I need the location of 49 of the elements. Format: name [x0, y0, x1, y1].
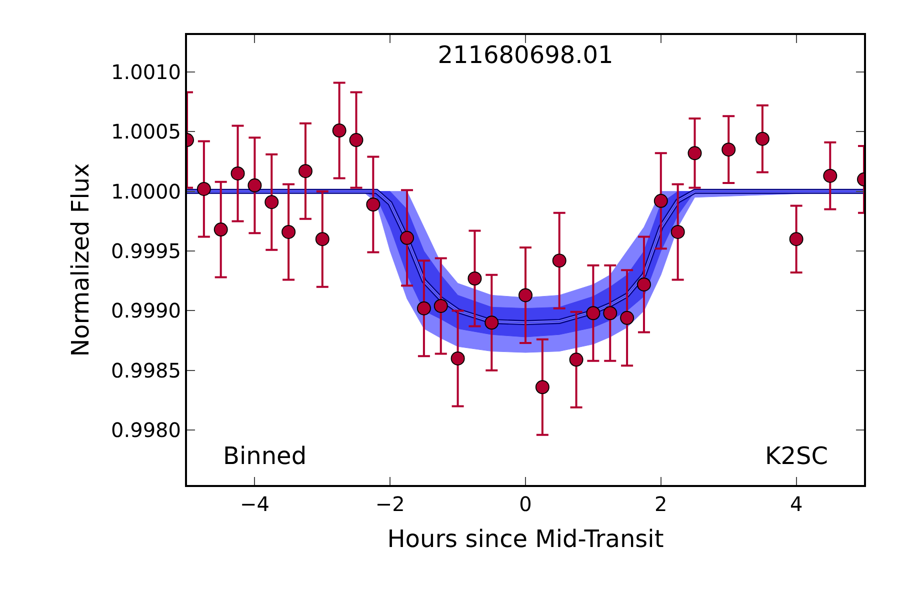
- point: [586, 306, 600, 320]
- point: [400, 230, 414, 245]
- y-axis-title: Normalized Flux: [66, 163, 95, 357]
- point: [298, 164, 312, 178]
- point: [670, 224, 685, 239]
- point: [722, 142, 736, 157]
- y-tick-label: 1.0005: [111, 120, 181, 144]
- point: [636, 277, 651, 292]
- point: [755, 132, 770, 146]
- y-tick-label: 0.9990: [111, 298, 181, 323]
- point: [789, 232, 804, 246]
- point: [518, 288, 532, 302]
- point: [332, 123, 346, 138]
- x-tick-label: −2: [375, 492, 405, 516]
- point: [552, 254, 566, 268]
- point: [282, 224, 296, 239]
- point: [434, 298, 448, 313]
- point: [688, 146, 702, 160]
- x-tick-label: 2: [654, 492, 668, 516]
- y-tick-label: 1.0010: [111, 60, 181, 84]
- point: [569, 352, 584, 367]
- point: [214, 222, 228, 237]
- point: [654, 194, 668, 208]
- point: [823, 168, 838, 183]
- point: [264, 195, 279, 210]
- point: [366, 198, 380, 212]
- point: [603, 306, 618, 320]
- x-tick-label: 0: [519, 492, 532, 516]
- chart-title: 211680698.01: [438, 41, 614, 70]
- point: [349, 133, 364, 148]
- point: [535, 380, 550, 394]
- point: [248, 178, 262, 192]
- point: [484, 316, 499, 330]
- x-tick-label: 4: [790, 492, 803, 516]
- point: [230, 166, 245, 180]
- y-tick-label: 1.0000: [111, 179, 181, 204]
- y-tick-label: 0.9980: [111, 418, 181, 442]
- annotation: Binned: [223, 442, 307, 470]
- x-tick-label: −4: [240, 492, 270, 516]
- point: [468, 272, 482, 286]
- x-axis-title: Hours since Mid-Transit: [387, 524, 664, 553]
- point: [196, 182, 211, 196]
- y-tick-label: 0.9995: [111, 239, 181, 264]
- y-tick-label: 0.9985: [111, 358, 181, 382]
- annotation: K2SC: [765, 442, 828, 470]
- point: [620, 310, 634, 325]
- point: [416, 301, 431, 316]
- point: [315, 232, 330, 246]
- point: [450, 351, 465, 366]
